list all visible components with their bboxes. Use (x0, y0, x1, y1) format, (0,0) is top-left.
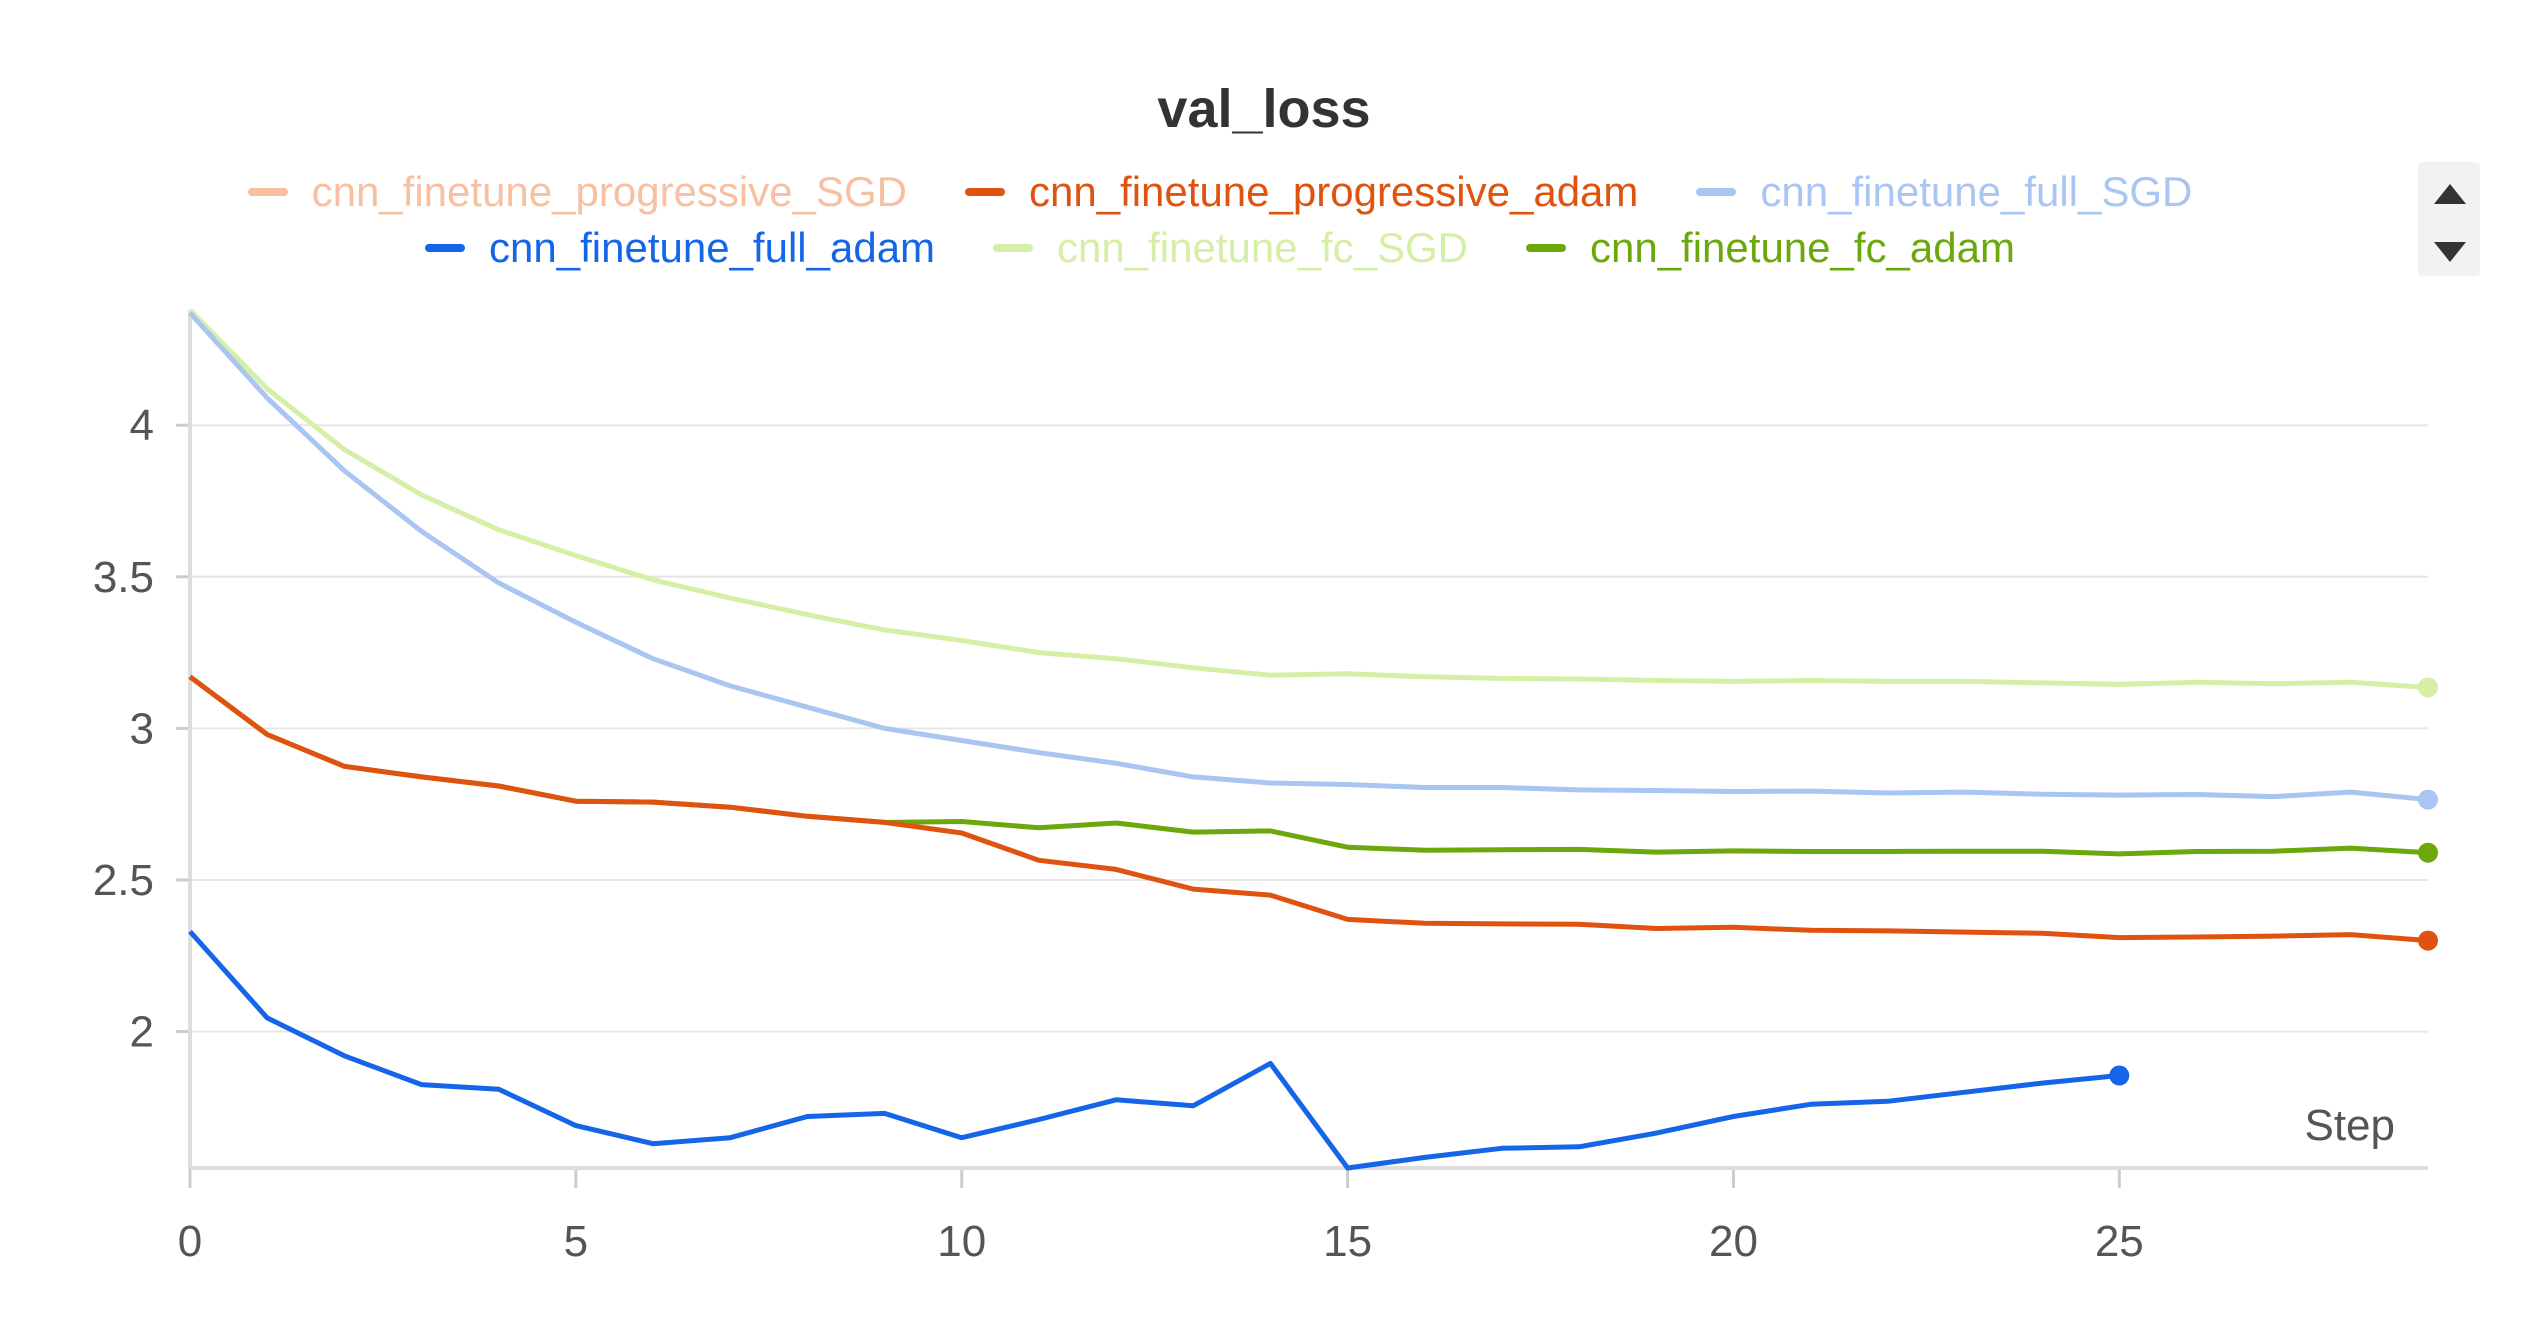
series-line-cnn_finetune_fc_adam[interactable] (188, 674, 2429, 857)
legend-item-fc-sgd[interactable]: cnn_finetune_fc_SGD (993, 224, 1468, 272)
legend-label: cnn_finetune_full_adam (489, 224, 936, 271)
series-end-point[interactable] (2418, 842, 2438, 863)
legend-label: cnn_finetune_progressive_SGD (311, 168, 907, 215)
scroll-down-icon[interactable] (2434, 242, 2466, 262)
series-line-cnn_finetune_fc_SGD[interactable] (188, 308, 2429, 690)
scroll-up-icon[interactable] (2434, 184, 2466, 204)
legend-label: cnn_finetune_fc_SGD (1057, 224, 1468, 271)
legend-swatch (964, 188, 1005, 196)
legend-label: cnn_finetune_progressive_adam (1028, 168, 1639, 215)
legend-swatch (1525, 244, 1566, 252)
legend-row-2: cnn_finetune_full_adam cnn_finetune_fc_S… (0, 224, 2440, 272)
y-tick-label: 3.5 (93, 553, 154, 602)
legend-scroll-buttons (2418, 162, 2480, 276)
y-tick-label: 2.5 (93, 856, 154, 905)
x-tick-label: 20 (1709, 1217, 1758, 1266)
series-end-point[interactable] (2418, 930, 2438, 951)
legend-item-full-sgd[interactable]: cnn_finetune_full_SGD (1696, 168, 2192, 216)
x-tick-label: 15 (1323, 1217, 1372, 1266)
series-end-point[interactable] (2109, 1065, 2130, 1086)
y-tick-label: 2 (130, 1008, 154, 1057)
legend-label: cnn_finetune_full_SGD (1760, 168, 2193, 215)
chart-title: val_loss (1157, 79, 1371, 139)
x-tick-label: 25 (2095, 1217, 2144, 1266)
series-end-point[interactable] (2418, 789, 2438, 810)
y-tick-label: 3 (130, 704, 154, 753)
grid-layer (190, 424, 2428, 1033)
legend-item-fc-adam[interactable]: cnn_finetune_fc_adam (1525, 224, 2015, 272)
legend-label: cnn_finetune_fc_adam (1589, 224, 2015, 271)
series-line-cnn_finetune_progressive_adam[interactable] (188, 674, 2429, 944)
axis-layer: 2 2.5 3 3.5 4 0 5 10 15 20 25 (93, 310, 2428, 1266)
series-line-cnn_finetune_full_SGD[interactable] (188, 311, 2429, 803)
legend-row-1: cnn_finetune_progressive_SGD cnn_finetun… (0, 168, 2440, 216)
legend-item-progressive-sgd[interactable]: cnn_finetune_progressive_SGD (247, 168, 907, 216)
x-axis-title: Step (2304, 1101, 2395, 1150)
y-tick-label: 4 (130, 401, 154, 450)
x-tick-label: 10 (937, 1217, 986, 1266)
legend-item-progressive-adam[interactable]: cnn_finetune_progressive_adam (964, 168, 1639, 216)
legend-swatch (247, 188, 288, 196)
legend-swatch (1696, 188, 1737, 196)
series-end-point[interactable] (2418, 677, 2438, 698)
legend-swatch (425, 244, 466, 252)
x-tick-label: 0 (178, 1217, 202, 1266)
legend-item-full-adam[interactable]: cnn_finetune_full_adam (425, 224, 935, 272)
legend-swatch (993, 244, 1034, 252)
x-tick-label: 5 (564, 1217, 588, 1266)
series-line-cnn_finetune_full_adam[interactable] (188, 929, 2120, 1171)
series-layer (188, 308, 2438, 1171)
